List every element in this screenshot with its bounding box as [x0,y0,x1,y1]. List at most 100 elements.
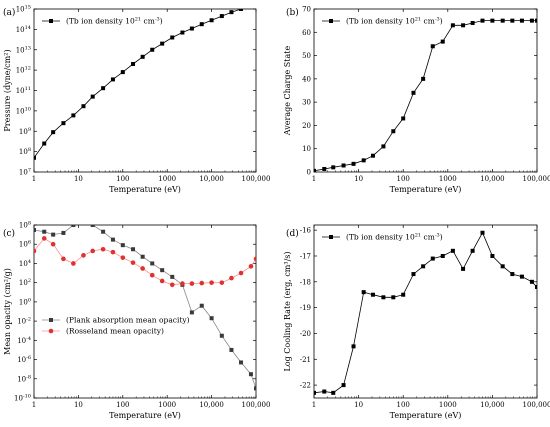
data-point [160,41,165,46]
data-point [131,61,136,66]
x-tick-label: 100 [397,175,410,183]
x-tick-label: 10 [74,401,83,409]
x-tick-label: 1 [312,175,316,183]
data-point [411,272,416,277]
data-point [189,310,194,315]
data-point [254,1,258,5]
data-point [219,14,224,19]
data-point [131,247,136,252]
data-point [90,248,96,254]
x-tick-label: 10 [74,175,83,183]
y-tick-label: 10-6 [17,355,31,364]
data-layer [34,216,256,391]
legend-marker [329,19,333,23]
y-tick-label: 0 [307,169,311,177]
y-tick-label: 108 [19,147,31,156]
y-tick-label: 1010 [16,106,31,115]
data-point [120,255,126,260]
series-line-1 [314,231,537,394]
data-point [41,236,47,241]
data-point [500,18,505,23]
y-tick-label: 1013 [16,45,31,54]
series-line-1 [34,225,256,389]
y-tick-label: 100 [19,297,31,306]
data-point [199,303,204,308]
data-point [535,18,537,23]
data-point [430,44,435,49]
legend-label: (Plank absorption mean opacity) [66,316,190,325]
data-layer [314,230,537,395]
data-point [51,130,56,135]
x-tick-label: 1000 [439,401,457,409]
panel-label: (b) [286,7,299,18]
data-point [341,163,346,168]
panel-label: (c) [3,228,15,239]
data-point [110,249,116,255]
data-point [322,166,327,171]
data-point [351,344,356,349]
chart-panel-1: (a) 1 10 100 1000 10,000 100,000 107 108 109 1010 1… [3,1,270,195]
data-point [42,141,47,146]
data-point [209,18,214,23]
plot-frame [33,8,257,173]
data-point [101,229,106,234]
data-point [51,232,56,237]
data-point [401,116,406,121]
chart-panel-4: (d) 1 10 100 1000 10,000 100,000 -22 -21 -20 -19 -1… [283,224,550,420]
x-tick-label: 100,000 [523,401,550,409]
data-point [90,225,95,227]
y-tick-label: 106 [19,240,31,249]
data-point [170,35,175,40]
data-point [100,246,106,252]
data-point [361,290,366,295]
data-point [314,168,316,172]
legend: (Tb ion density 1021 cm-3) [42,17,163,26]
data-point [81,253,86,258]
series-line-1 [314,20,537,172]
data-point [248,372,253,377]
data-point [140,266,145,271]
data-point [170,274,175,279]
legend-label: (Tb ion density 1021 cm-3) [66,17,163,26]
y-tick-label: 50 [302,52,311,60]
data-point [81,216,85,220]
data-point [229,347,234,352]
data-layer [314,18,537,172]
data-point [238,270,244,276]
data-point [421,264,426,269]
data-point [450,23,455,28]
data-point [253,256,256,262]
data-point [120,243,125,248]
series-line-2 [34,237,256,286]
y-tick-label: 10-10 [14,394,31,403]
y-tick-label: 1012 [16,66,31,75]
y-tick-label: 10-4 [17,336,31,345]
y-tick-label: 1011 [16,86,31,95]
data-point [61,121,66,126]
x-tick-label: 1 [32,175,36,183]
data-point [169,282,175,288]
x-axis-label: Temperature (eV) [109,185,181,194]
chart-panel-3: (c) 1 10 100 1000 10,000 100,000 10-10 10-8 10-6 1… [3,216,270,421]
plot-frame [313,224,538,399]
data-point [470,20,475,25]
data-point [50,241,56,247]
x-axis-label: Temperature (eV) [390,185,462,194]
legend-marker [329,235,333,239]
y-tick-label: 20 [302,122,311,130]
data-point [81,104,86,109]
x-axis-label: Temperature (eV) [109,411,181,420]
x-tick-label: 100 [397,401,410,409]
data-point [470,248,475,253]
data-point [480,18,485,23]
y-axis-label: Pressure (dyne/cm²) [3,49,12,131]
y-axis-label: Average Charge State [283,46,292,137]
data-point [490,253,495,258]
legend-marker [49,19,53,23]
x-tick-label: 1000 [158,175,176,183]
data-point [411,90,416,95]
data-point [370,153,375,158]
x-tick-label: 1000 [158,401,176,409]
y-tick-label: 109 [19,127,31,136]
